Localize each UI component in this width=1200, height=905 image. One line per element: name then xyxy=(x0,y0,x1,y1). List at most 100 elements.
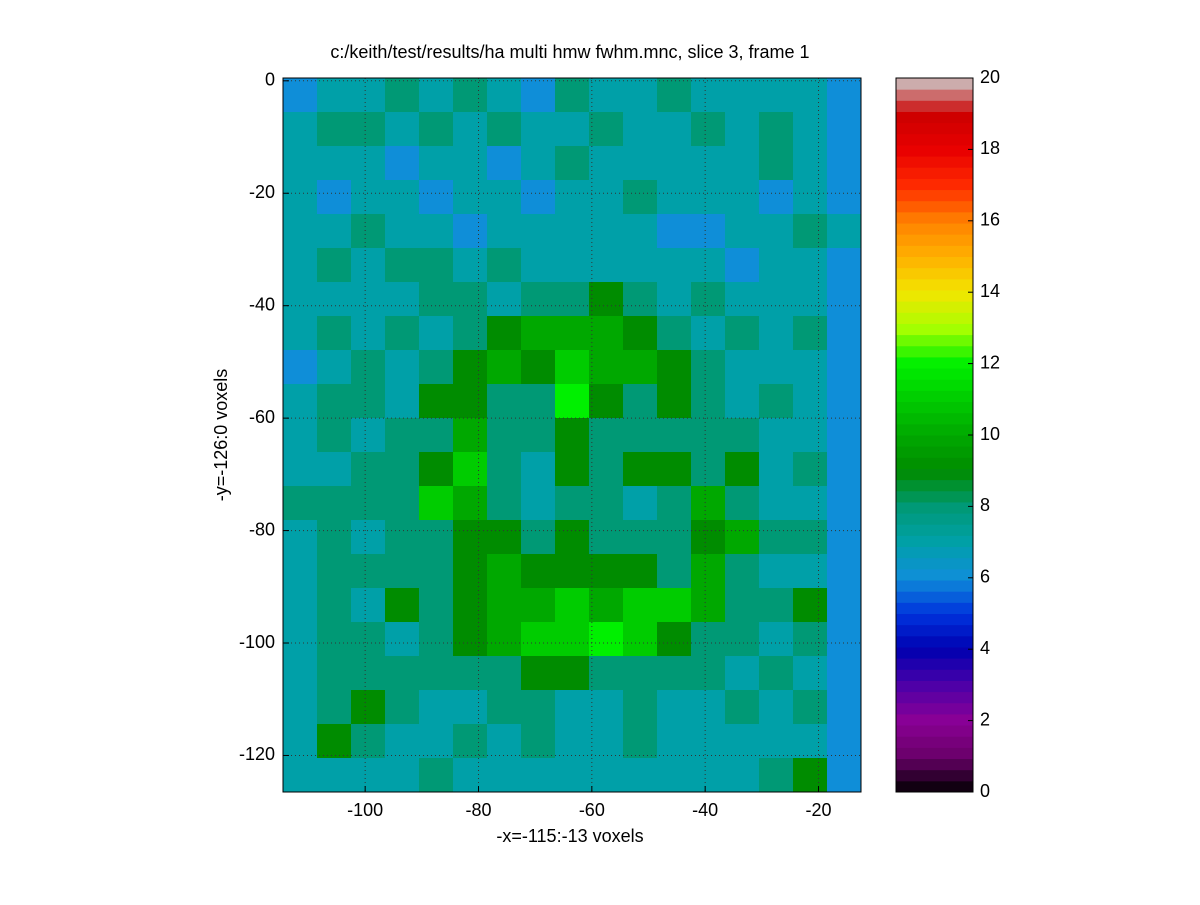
colorbar-swatch xyxy=(896,490,973,503)
heatmap-cell xyxy=(589,554,624,589)
heatmap-cell xyxy=(827,316,862,351)
heatmap-cell xyxy=(827,384,862,419)
heatmap-cell xyxy=(759,486,794,521)
heatmap-cell xyxy=(555,146,590,181)
heatmap-cell xyxy=(759,690,794,725)
heatmap-cell xyxy=(351,316,386,351)
heatmap-cell xyxy=(487,384,522,419)
heatmap-cell xyxy=(385,690,420,725)
heatmap-cell xyxy=(623,180,658,215)
heatmap-cell xyxy=(793,316,828,351)
heatmap-cell xyxy=(521,316,556,351)
heatmap-cell xyxy=(759,146,794,181)
heatmap-cell xyxy=(317,248,352,283)
heatmap-cell xyxy=(623,418,658,453)
heatmap-cell xyxy=(691,554,726,589)
heatmap-cell xyxy=(725,588,760,623)
heatmap-cell xyxy=(317,384,352,419)
heatmap-cell xyxy=(623,350,658,385)
heatmap-cell xyxy=(827,452,862,487)
heatmap-cell xyxy=(351,384,386,419)
colorbar-swatch xyxy=(896,658,973,670)
heatmap-cell xyxy=(419,78,454,113)
colorbar-swatch xyxy=(896,501,973,514)
heatmap-cell xyxy=(453,486,488,521)
heatmap-cell xyxy=(555,214,590,249)
heatmap-cell xyxy=(385,384,420,419)
colorbar-swatch xyxy=(896,524,973,536)
heatmap-cell xyxy=(351,146,386,181)
heatmap-cell xyxy=(827,690,862,725)
heatmap-cell xyxy=(759,588,794,623)
heatmap-cell xyxy=(759,78,794,113)
heatmap-cell xyxy=(317,180,352,215)
y-axis-label: -y=-126:0 voxels xyxy=(211,369,231,502)
heatmap-cell xyxy=(521,486,556,521)
colorbar-swatch xyxy=(896,312,973,324)
heatmap-cell xyxy=(317,282,352,317)
heatmap-cell xyxy=(317,486,352,521)
colorbar-swatch xyxy=(896,379,973,391)
colorbar-swatch xyxy=(896,602,973,614)
heatmap-cell xyxy=(385,486,420,521)
heatmap-cell xyxy=(521,758,556,793)
heatmap-cell xyxy=(589,452,624,487)
heatmap-cell xyxy=(521,146,556,181)
heatmap-cell xyxy=(691,418,726,453)
heatmap-cell xyxy=(555,520,590,555)
heatmap-cell xyxy=(521,248,556,283)
heatmap-cell xyxy=(453,384,488,419)
heatmap-cell xyxy=(725,78,760,113)
colorbar-swatch xyxy=(896,624,973,637)
heatmap-cell xyxy=(487,622,522,657)
heatmap-cell xyxy=(385,112,420,147)
heatmap-cell xyxy=(317,758,352,793)
heatmap-cell xyxy=(521,350,556,385)
heatmap-cell xyxy=(487,214,522,249)
heatmap-cell xyxy=(827,758,862,793)
colorbar-swatch xyxy=(896,479,973,492)
heatmap-cell xyxy=(589,486,624,521)
heatmap-cell xyxy=(351,520,386,555)
heatmap-cell xyxy=(691,656,726,691)
heatmap-cell xyxy=(827,418,862,453)
x-tick-label: -20 xyxy=(805,800,831,820)
heatmap-cell xyxy=(793,180,828,215)
heatmap-cell xyxy=(521,520,556,555)
heatmap-cell xyxy=(283,146,318,181)
heatmap-cell xyxy=(521,214,556,249)
heatmap-cell xyxy=(385,656,420,691)
colorbar-swatch xyxy=(896,468,973,481)
heatmap-cell xyxy=(453,146,488,181)
heatmap-cell xyxy=(487,146,522,181)
heatmap-cell xyxy=(521,554,556,589)
heatmap-cell xyxy=(827,112,862,147)
heatmap-cell xyxy=(793,690,828,725)
heatmap-cell xyxy=(283,452,318,487)
heatmap-cell xyxy=(385,452,420,487)
heatmap-cell xyxy=(317,418,352,453)
heatmap-cell xyxy=(793,248,828,283)
heatmap-cell xyxy=(759,418,794,453)
heatmap-cell xyxy=(453,656,488,691)
x-axis-label: -x=-115:-13 voxels xyxy=(496,826,643,846)
colorbar-swatch xyxy=(896,535,973,548)
heatmap-cell xyxy=(555,588,590,623)
heatmap-cell xyxy=(419,146,454,181)
heatmap-cell xyxy=(351,214,386,249)
heatmap-cell xyxy=(351,690,386,725)
heatmap-cell xyxy=(759,384,794,419)
colorbar-swatch xyxy=(896,133,973,146)
colorbar-swatch xyxy=(896,345,973,358)
colorbar-swatch xyxy=(896,111,973,124)
heatmap-cell xyxy=(589,418,624,453)
heatmap-cell xyxy=(283,214,318,249)
heatmap-cell xyxy=(521,452,556,487)
colorbar-swatch xyxy=(896,368,973,380)
heatmap-cell xyxy=(419,180,454,215)
heatmap-cell xyxy=(657,486,692,521)
heatmap-cell xyxy=(691,622,726,657)
heatmap-cell xyxy=(283,248,318,283)
colorbar-swatch xyxy=(896,557,973,570)
heatmap-cell xyxy=(725,418,760,453)
